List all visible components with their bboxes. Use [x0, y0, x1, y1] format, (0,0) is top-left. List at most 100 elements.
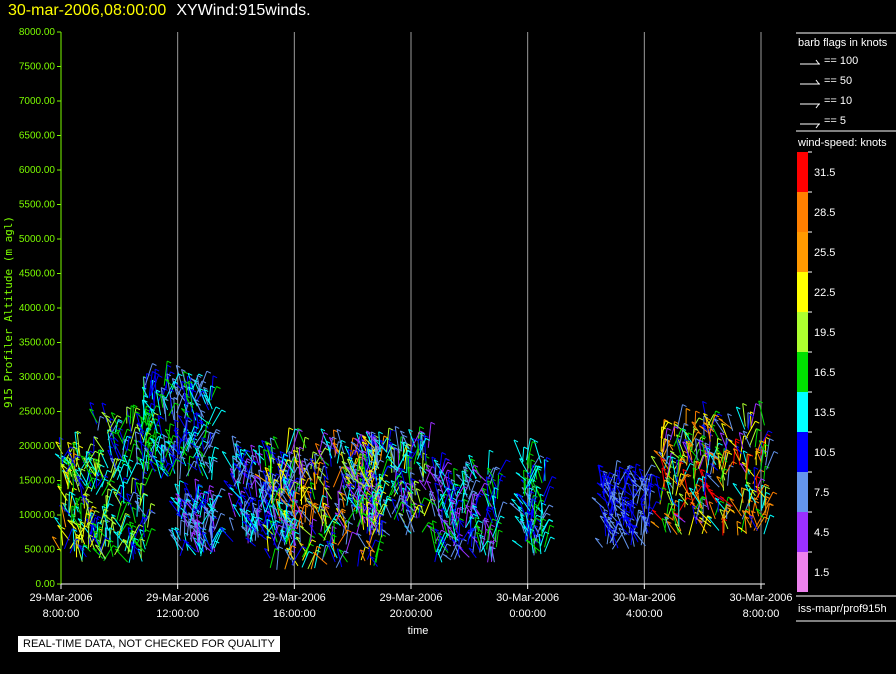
wind-barb — [729, 498, 742, 517]
wind-barb — [714, 497, 726, 510]
wind-barb — [214, 512, 226, 530]
wind-barb — [166, 373, 172, 398]
wind-barb — [196, 514, 202, 543]
wind-barb — [399, 430, 410, 450]
wind-barb — [693, 460, 701, 480]
wind-barb — [184, 402, 193, 419]
wind-barb — [139, 431, 145, 460]
wind-barb — [722, 518, 728, 536]
wind-barb — [698, 510, 712, 524]
wind-barb — [450, 511, 460, 526]
wind-barb — [77, 518, 90, 534]
wind-barb — [530, 518, 539, 533]
wind-barb — [673, 513, 686, 523]
wind-barb — [57, 524, 70, 541]
wind-barb — [311, 502, 319, 519]
wind-barb — [144, 508, 153, 522]
speed-legend-title: wind-speed: knots — [797, 137, 887, 149]
wind-barb — [497, 472, 503, 499]
wind-barb — [694, 491, 704, 510]
wind-barb — [258, 533, 268, 541]
wind-barb — [380, 458, 392, 480]
wind-barb — [356, 533, 367, 548]
y-tick-label: 2500.00 — [19, 407, 56, 418]
wind-barb — [741, 510, 752, 528]
wind-barb — [318, 494, 327, 513]
wind-barb — [511, 498, 523, 512]
wind-barb — [334, 502, 346, 520]
wind-barb — [754, 483, 770, 501]
wind-barb — [485, 476, 491, 502]
wind-barb — [410, 477, 418, 496]
wind-barb — [640, 516, 647, 536]
wind-barb — [755, 448, 762, 463]
wind-barb — [322, 502, 328, 525]
wind-barb — [512, 539, 523, 548]
wind-barb — [201, 531, 214, 553]
wind-barb — [703, 412, 712, 429]
wind-barb — [211, 409, 226, 426]
wind-barb — [436, 461, 453, 481]
wind-barb — [149, 460, 156, 473]
wind-barb — [513, 439, 524, 463]
wind-barb — [82, 494, 90, 505]
wind-barb — [487, 449, 494, 475]
wind-barb — [71, 505, 77, 522]
wind-barb — [110, 457, 120, 473]
wind-barb — [677, 404, 687, 428]
wind-barb — [141, 386, 149, 398]
wind-barb — [128, 524, 144, 544]
wind-barb — [140, 538, 146, 559]
wind-barb — [204, 421, 212, 439]
wind-barb — [673, 423, 688, 435]
wind-barb — [341, 508, 348, 534]
wind-barb — [748, 515, 759, 531]
wind-barb — [227, 492, 236, 517]
wind-barb — [200, 410, 206, 430]
wind-barb — [186, 425, 199, 445]
timestamp: 30-mar-2006,08:00:00 — [8, 2, 167, 19]
wind-barb — [627, 483, 634, 498]
wind-barb — [130, 407, 141, 432]
wind-barb — [147, 412, 153, 429]
wind-barb — [75, 457, 81, 470]
wind-barb — [635, 509, 643, 527]
wind-barb — [192, 437, 201, 461]
wind-barb — [95, 452, 105, 473]
wind-barb — [271, 488, 284, 507]
wind-barb — [131, 543, 141, 552]
wind-barb — [100, 508, 109, 524]
wind-barb — [150, 408, 158, 434]
speed-legend-label: 22.5 — [814, 287, 835, 299]
wind-barb — [145, 528, 156, 547]
wind-barb — [716, 437, 722, 455]
wind-barb — [296, 504, 309, 529]
wind-barb — [375, 513, 384, 534]
x-tick-date: 29-Mar-2006 — [380, 592, 443, 604]
wind-barb — [89, 402, 98, 425]
wind-barb — [207, 406, 221, 426]
wind-barb — [332, 466, 347, 488]
y-tick-label: 7000.00 — [19, 96, 56, 107]
x-tick-date: 30-Mar-2006 — [730, 592, 793, 604]
wind-barb — [347, 496, 359, 510]
wind-barb — [195, 412, 201, 429]
wind-barb — [306, 490, 313, 504]
wind-barb — [254, 473, 267, 483]
wind-barb — [282, 487, 296, 506]
wind-barb — [675, 473, 686, 496]
wind-barb — [57, 485, 68, 501]
wind-barb — [284, 548, 292, 560]
axes — [57, 31, 765, 589]
wind-barb — [298, 463, 313, 484]
wind-barb — [673, 428, 686, 447]
wind-barb — [323, 486, 333, 500]
wind-barb — [188, 380, 194, 409]
wind-barb — [174, 427, 180, 456]
wind-barb — [210, 494, 223, 507]
wind-barb — [129, 405, 136, 424]
x-tick-time: 20:00:00 — [390, 608, 433, 620]
wind-barb — [228, 517, 234, 531]
x-tick-time: 4:00:00 — [626, 608, 663, 620]
quality-warning: REAL-TIME DATA, NOT CHECKED FOR QUALITY — [18, 636, 280, 652]
